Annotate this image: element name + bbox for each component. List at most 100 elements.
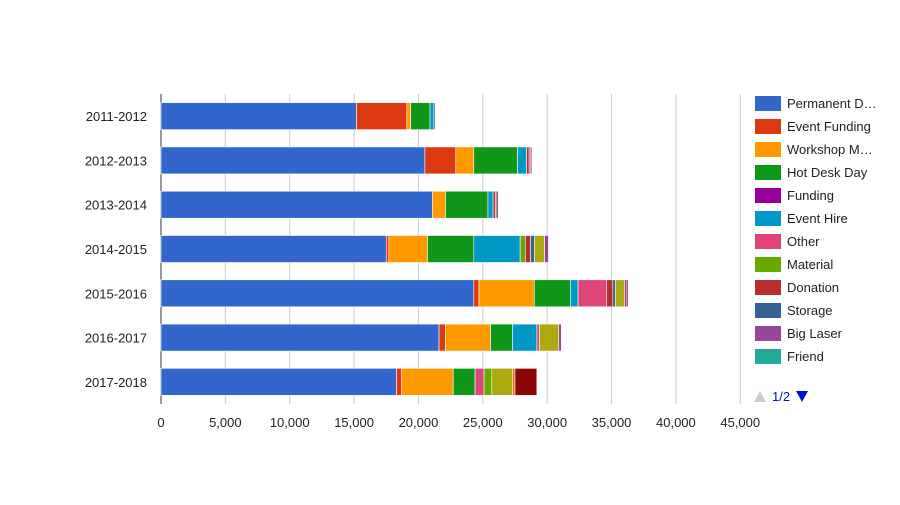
legend-label: Donation [787,280,840,295]
y-category-label: 2015-2016 [85,286,147,301]
pager-page-label: 1/2 [772,389,791,404]
bar-segment [410,102,431,130]
legend-swatch [755,349,781,364]
legend-item: Storage [755,299,895,322]
bar-segment [524,235,531,263]
bar-segment [429,102,435,130]
y-category-label: 2017-2018 [85,375,147,390]
bar-segment [483,368,493,396]
legend-item: Material [755,253,895,276]
bar-segment [530,235,535,263]
legend-label: Hot Desk Day [787,165,868,180]
legend-pager: 1/2 [754,389,809,404]
legend-item: Event Hire [755,207,895,230]
bar-segment [160,102,357,130]
legend-label: Workshop M… [787,142,873,157]
x-tick-label: 0 [157,415,164,430]
bar-segment [401,368,454,396]
x-tick-label: 35,000 [592,415,632,430]
bar-segment [160,235,387,263]
legend-item: Workshop M… [755,138,895,161]
y-category-label: 2013-2014 [85,198,147,213]
bar-segment [160,146,426,175]
bar-segment [517,146,527,175]
bar-segment [473,279,480,308]
legend-label: Event Funding [787,119,871,134]
pager-next-icon[interactable] [796,391,809,402]
bar-segment [533,235,545,263]
bar-segment [536,323,540,352]
legend-swatch [755,303,781,318]
bar-segment [492,190,496,219]
bar-segment [615,279,625,308]
bar-segment [474,368,485,396]
legend-swatch [755,142,781,157]
bar-segment [570,279,579,308]
bar-segment [160,323,440,352]
bar-segment [544,235,549,263]
bar-segment [160,190,433,219]
bar-segment [539,323,560,352]
y-category-label: 2012-2013 [85,153,147,168]
bar-segment [433,102,436,130]
bar-segment [496,190,499,219]
legend-label: Material [787,257,834,272]
bar-segment [160,279,475,308]
legend-label: Friend [787,349,824,364]
bar-segment [487,190,494,219]
bar-segment [533,279,571,308]
y-category-label: 2011-2012 [86,109,147,124]
bar-segment [160,368,397,396]
x-tick-label: 40,000 [656,415,696,430]
bar-segment [432,190,446,219]
x-tick-label: 15,000 [334,415,374,430]
legend-swatch [755,326,781,341]
bar-segment [530,146,533,175]
legend-item: Permanent D… [755,92,895,115]
bar-segment [624,279,628,308]
legend-swatch [755,165,781,180]
bar-segment [512,323,538,352]
legend-item: Friend [755,345,895,368]
legend-label: Big Laser [787,326,842,341]
bar-segment [356,102,408,130]
legend-swatch [755,211,781,226]
legend-swatch [755,188,781,203]
bar-segment [445,323,491,352]
legend-label: Permanent D… [787,96,877,111]
bar-segment [427,235,475,263]
legend-swatch [755,96,781,111]
legend-label: Funding [787,188,834,203]
chart-legend: Permanent D… Event Funding Workshop M… Hot … [755,92,895,368]
x-tick-label: 45,000 [720,415,760,430]
bar-segment [612,279,616,308]
legend-swatch [755,257,781,272]
legend-item: Hot Desk Day [755,161,895,184]
bar-segment [514,368,538,396]
bar-segment [626,279,629,308]
bar-segment [424,146,457,175]
bar-segment [473,146,518,175]
bar-segment [438,323,446,352]
legend-label: Other [787,234,820,249]
bar-segment [606,279,614,308]
x-tick-label: 10,000 [270,415,310,430]
bar-segment [512,368,516,396]
y-category-label: 2016-2017 [85,331,147,346]
bar-segment [445,190,489,219]
bar-segment [558,323,562,352]
bar-segment [526,146,530,175]
legend-item: Big Laser [755,322,895,345]
legend-swatch [755,280,781,295]
bar-segment [455,146,475,175]
bar-segment [478,279,535,308]
bar-segment [490,323,513,352]
bar-segment [396,368,403,396]
legend-item: Event Funding [755,115,895,138]
bar-segment [406,102,412,130]
bar-segment [577,279,607,308]
bar-segment [452,368,476,396]
legend-item: Donation [755,276,895,299]
